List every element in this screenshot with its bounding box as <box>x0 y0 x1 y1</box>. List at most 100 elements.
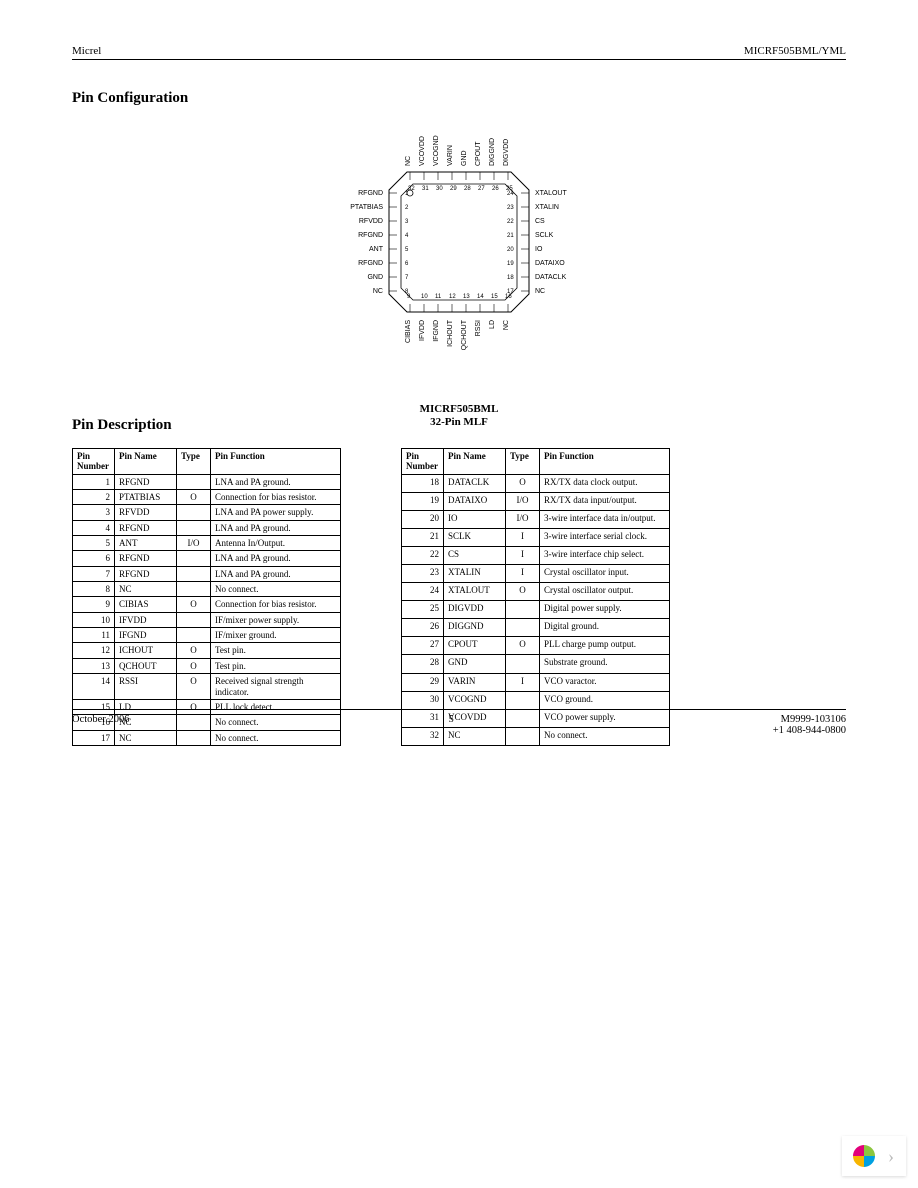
table-header: Pin Name <box>444 449 506 475</box>
table-header: Pin Number <box>402 449 444 475</box>
table-header: Type <box>177 449 211 475</box>
table-header: Pin Function <box>540 449 670 475</box>
footer-right: M9999-103106 +1 408-944-0800 <box>773 714 846 736</box>
table-cell: Test pin. <box>211 643 341 658</box>
svg-text:26: 26 <box>492 186 499 192</box>
table-row: 12ICHOUTOTest pin. <box>73 643 341 658</box>
table-cell <box>177 520 211 535</box>
svg-text:18: 18 <box>507 275 514 281</box>
svg-text:RFVDD: RFVDD <box>359 218 383 225</box>
table-row: 4RFGND LNA and PA ground. <box>73 520 341 535</box>
table-cell: O <box>506 474 540 492</box>
table-row: 8NCNo connect. <box>73 582 341 597</box>
table-cell: CS <box>444 547 506 565</box>
table-cell: Substrate ground. <box>540 655 670 673</box>
table-cell: 11 <box>73 628 115 643</box>
table-cell: O <box>177 597 211 612</box>
table-cell: I/O <box>506 492 540 510</box>
table-row: 23XTALINICrystal oscillator input. <box>402 565 670 583</box>
table-cell: Digital power supply. <box>540 601 670 619</box>
corner-widget[interactable]: › <box>842 1136 906 1176</box>
svg-text:DATAIXO: DATAIXO <box>535 260 565 267</box>
table-cell: IF/mixer ground. <box>211 628 341 643</box>
table-cell: 21 <box>402 528 444 546</box>
table-cell <box>177 612 211 627</box>
svg-text:IO: IO <box>535 246 543 253</box>
table-cell <box>177 566 211 581</box>
table-cell: 23 <box>402 565 444 583</box>
table-cell: LNA and PA ground. <box>211 520 341 535</box>
table-row: 25DIGVDDDigital power supply. <box>402 601 670 619</box>
svg-text:GND: GND <box>367 274 383 281</box>
table-cell <box>177 505 211 520</box>
svg-text:XTALIN: XTALIN <box>535 204 559 211</box>
table-cell: IFVDD <box>115 612 177 627</box>
svg-text:RSSI: RSSI <box>475 320 482 336</box>
svg-text:VCOVDD: VCOVDD <box>419 136 426 166</box>
table-cell: DATAIXO <box>444 492 506 510</box>
table-row: 7RFGNDLNA and PA ground. <box>73 566 341 581</box>
footer-doc: M9999-103106 <box>781 714 846 725</box>
table-cell <box>506 619 540 637</box>
table-cell: VARIN <box>444 673 506 691</box>
table-cell: O <box>506 637 540 655</box>
table-cell: 25 <box>402 601 444 619</box>
table-cell: Crystal oscillator input. <box>540 565 670 583</box>
header-left: Micrel <box>72 45 101 57</box>
table-header: Pin Function <box>211 449 341 475</box>
svg-text:31: 31 <box>422 186 429 192</box>
table-cell: XTALOUT <box>444 583 506 601</box>
svg-text:DATACLK: DATACLK <box>535 274 567 281</box>
table-cell: 4 <box>73 520 115 535</box>
table-cell: RX/TX data clock output. <box>540 474 670 492</box>
table-cell: 3-wire interface chip select. <box>540 547 670 565</box>
table-row: 22CSI3-wire interface chip select. <box>402 547 670 565</box>
table-cell: ICHOUT <box>115 643 177 658</box>
table-cell: 10 <box>73 612 115 627</box>
chevron-right-icon[interactable]: › <box>884 1146 898 1167</box>
table-cell: DATACLK <box>444 474 506 492</box>
table-row: 26DIGGNDDigital ground. <box>402 619 670 637</box>
svg-text:DIGGND: DIGGND <box>489 138 496 166</box>
svg-text:RFGND: RFGND <box>358 260 383 267</box>
chip-caption: MICRF505BML 32-Pin MLF <box>304 403 614 429</box>
table-cell: Antenna In/Output. <box>211 536 341 551</box>
table-cell: LNA and PA ground. <box>211 474 341 489</box>
table-row: 18DATACLKORX/TX data clock output. <box>402 474 670 492</box>
table-cell: LNA and PA ground. <box>211 566 341 581</box>
table-cell: O <box>506 583 540 601</box>
table-cell <box>177 474 211 489</box>
svg-text:19: 19 <box>507 261 514 267</box>
svg-text:10: 10 <box>421 294 428 300</box>
table-row: 24XTALOUTOCrystal oscillator output. <box>402 583 670 601</box>
table-cell: I <box>506 528 540 546</box>
chip-caption-pkg: 32-Pin MLF <box>304 416 614 429</box>
svg-text:11: 11 <box>435 294 442 300</box>
table-cell: PTATBIAS <box>115 490 177 505</box>
table-cell: O <box>177 658 211 673</box>
table-cell: RFGND <box>115 520 177 535</box>
table-cell <box>177 551 211 566</box>
table-cell: IF/mixer power supply. <box>211 612 341 627</box>
svg-text:PTATBIAS: PTATBIAS <box>350 204 383 211</box>
table-cell: Connection for bias resistor. <box>211 597 341 612</box>
table-cell: No connect. <box>211 582 341 597</box>
table-cell <box>177 582 211 597</box>
table-cell: 6 <box>73 551 115 566</box>
tables-row: Pin NumberPin NameTypePin Function 1RFGN… <box>72 448 846 746</box>
table-cell: 2 <box>73 490 115 505</box>
table-cell: 1 <box>73 474 115 489</box>
table-cell: 3-wire interface data in/output. <box>540 510 670 528</box>
table-row: 27CPOUTOPLL charge pump output. <box>402 637 670 655</box>
table-row: 5ANTI/OAntenna In/Output. <box>73 536 341 551</box>
page-header: Micrel MICRF505BML/YML <box>72 45 846 60</box>
table-cell: Digital ground. <box>540 619 670 637</box>
table-row: 2PTATBIASOConnection for bias resistor. <box>73 490 341 505</box>
svg-text:30: 30 <box>436 186 443 192</box>
footer-date: October 2006 <box>72 714 129 736</box>
table-cell: 29 <box>402 673 444 691</box>
table-cell: 19 <box>402 492 444 510</box>
table-cell: DIGGND <box>444 619 506 637</box>
table-cell: 9 <box>73 597 115 612</box>
svg-text:GND: GND <box>461 150 468 166</box>
